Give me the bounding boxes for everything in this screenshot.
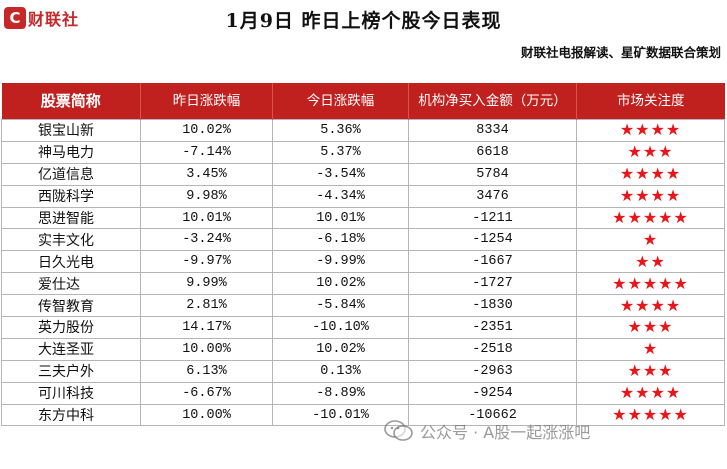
- today-change-cell: -3.54%: [272, 162, 409, 186]
- yesterday-change-cell: 9.99%: [140, 272, 273, 296]
- net-buy-cell: -1211: [408, 206, 577, 230]
- stock-name-cell: 大连圣亚: [1, 337, 141, 361]
- table-row: 西陇科学 9.98% -4.34% 3476 ★★★★: [1, 184, 725, 208]
- table-row: 神马电力 -7.14% 5.37% 6618 ★★★: [1, 140, 725, 164]
- stock-name-cell: 西陇科学: [1, 184, 141, 208]
- stock-name-cell: 传智教育: [1, 294, 141, 318]
- column-header-attention: 市场关注度: [576, 83, 725, 120]
- today-change-cell: 5.36%: [272, 119, 409, 142]
- attention-stars-cell: ★★: [576, 250, 725, 274]
- yesterday-change-cell: -6.67%: [140, 381, 273, 405]
- attention-stars-cell: ★★★: [576, 316, 725, 339]
- column-header-name: 股票简称: [1, 83, 141, 120]
- net-buy-cell: -2518: [408, 337, 577, 361]
- net-buy-cell: -1667: [408, 250, 577, 274]
- net-buy-cell: -10662: [408, 403, 577, 427]
- yesterday-change-cell: 10.00%: [140, 337, 273, 361]
- today-change-cell: 10.02%: [272, 272, 409, 296]
- today-change-cell: 5.37%: [272, 140, 409, 164]
- today-change-cell: -10.10%: [272, 316, 409, 339]
- net-buy-cell: 8334: [408, 119, 577, 142]
- attention-stars-cell: ★: [576, 228, 725, 252]
- net-buy-cell: 5784: [408, 162, 577, 186]
- yesterday-change-cell: -9.97%: [140, 250, 273, 274]
- table-header-row: 股票简称 昨日涨跌幅 今日涨跌幅 机构净买入金额（万元） 市场关注度: [1, 83, 725, 120]
- attention-stars-cell: ★★★★★: [576, 272, 725, 296]
- today-change-cell: -9.99%: [272, 250, 409, 274]
- stock-table: 股票简称 昨日涨跌幅 今日涨跌幅 机构净买入金额（万元） 市场关注度 银宝山新 1…: [1, 83, 725, 427]
- attention-stars-cell: ★★★★: [576, 381, 725, 405]
- table-row: 传智教育 2.81% -5.84% -1830 ★★★★: [1, 294, 725, 318]
- attention-stars-cell: ★★★★: [576, 184, 725, 208]
- logo-text: 财联社: [28, 10, 80, 29]
- net-buy-cell: -1830: [408, 294, 577, 318]
- yesterday-change-cell: 6.13%: [140, 359, 273, 383]
- table-row: 英力股份 14.17% -10.10% -2351 ★★★: [1, 316, 725, 339]
- stock-name-cell: 日久光电: [1, 250, 141, 274]
- yesterday-change-cell: -3.24%: [140, 228, 273, 252]
- table-row: 实丰文化 -3.24% -6.18% -1254 ★: [1, 228, 725, 252]
- attention-stars-cell: ★★★★: [576, 294, 725, 318]
- attention-stars-cell: ★★★★: [576, 162, 725, 186]
- column-header-net-buy: 机构净买入金额（万元）: [408, 83, 577, 120]
- yesterday-change-cell: 10.01%: [140, 206, 273, 230]
- logo-mark-icon: C: [4, 7, 26, 29]
- yesterday-change-cell: 3.45%: [140, 162, 273, 186]
- yesterday-change-cell: -7.14%: [140, 140, 273, 164]
- attention-stars-cell: ★★★: [576, 140, 725, 164]
- column-header-today: 今日涨跌幅: [272, 83, 409, 120]
- column-header-yesterday: 昨日涨跌幅: [140, 83, 273, 120]
- attention-stars-cell: ★: [576, 337, 725, 361]
- table-body: 银宝山新 10.02% 5.36% 8334 ★★★★ 神马电力 -7.14% 5.37% 66…: [1, 119, 725, 427]
- stock-name-cell: 英力股份: [1, 316, 141, 339]
- table-row: 东方中科 10.00% -10.01% -10662 ★★★★★: [1, 403, 725, 427]
- stock-name-cell: 思进智能: [1, 206, 141, 230]
- today-change-cell: 10.01%: [272, 206, 409, 230]
- yesterday-change-cell: 14.17%: [140, 316, 273, 339]
- attention-stars-cell: ★★★★★: [576, 403, 725, 427]
- net-buy-cell: -2963: [408, 359, 577, 383]
- stock-name-cell: 银宝山新: [1, 119, 141, 142]
- net-buy-cell: -1254: [408, 228, 577, 252]
- yesterday-change-cell: 2.81%: [140, 294, 273, 318]
- table-row: 银宝山新 10.02% 5.36% 8334 ★★★★: [1, 119, 725, 142]
- today-change-cell: -4.34%: [272, 184, 409, 208]
- page-title: 1月9日 昨日上榜个股今日表现: [225, 10, 502, 32]
- net-buy-cell: -1727: [408, 272, 577, 296]
- table-row: 日久光电 -9.97% -9.99% -1667 ★★: [1, 250, 725, 274]
- stock-name-cell: 实丰文化: [1, 228, 141, 252]
- brand-logo: C 财联社: [4, 6, 79, 30]
- table-row: 三夫户外 6.13% 0.13% -2963 ★★★: [1, 359, 725, 383]
- today-change-cell: 0.13%: [272, 359, 409, 383]
- stock-name-cell: 可川科技: [1, 381, 141, 405]
- table-row: 爱仕达 9.99% 10.02% -1727 ★★★★★: [1, 272, 725, 296]
- stock-name-cell: 爱仕达: [1, 272, 141, 296]
- attention-stars-cell: ★★★★: [576, 119, 725, 142]
- table-row: 可川科技 -6.67% -8.89% -9254 ★★★★: [1, 381, 725, 405]
- today-change-cell: -10.01%: [272, 403, 409, 427]
- net-buy-cell: 6618: [408, 140, 577, 164]
- today-change-cell: -8.89%: [272, 381, 409, 405]
- yesterday-change-cell: 10.00%: [140, 403, 273, 427]
- net-buy-cell: -9254: [408, 381, 577, 405]
- yesterday-change-cell: 9.98%: [140, 184, 273, 208]
- page-subtitle: 财联社电报解读、星矿数据联合策划: [520, 45, 721, 60]
- today-change-cell: -5.84%: [272, 294, 409, 318]
- table-row: 思进智能 10.01% 10.01% -1211 ★★★★★: [1, 206, 725, 230]
- stock-name-cell: 三夫户外: [1, 359, 141, 383]
- net-buy-cell: 3476: [408, 184, 577, 208]
- today-change-cell: 10.02%: [272, 337, 409, 361]
- table-row: 大连圣亚 10.00% 10.02% -2518 ★: [1, 337, 725, 361]
- attention-stars-cell: ★★★★★: [576, 206, 725, 230]
- net-buy-cell: -2351: [408, 316, 577, 339]
- attention-stars-cell: ★★★: [576, 359, 725, 383]
- stock-table-container: 股票简称 昨日涨跌幅 今日涨跌幅 机构净买入金额（万元） 市场关注度 银宝山新 1…: [1, 83, 725, 427]
- today-change-cell: -6.18%: [272, 228, 409, 252]
- yesterday-change-cell: 10.02%: [140, 119, 273, 142]
- stock-name-cell: 亿道信息: [1, 162, 141, 186]
- stock-name-cell: 东方中科: [1, 403, 141, 427]
- table-row: 亿道信息 3.45% -3.54% 5784 ★★★★: [1, 162, 725, 186]
- stock-name-cell: 神马电力: [1, 140, 141, 164]
